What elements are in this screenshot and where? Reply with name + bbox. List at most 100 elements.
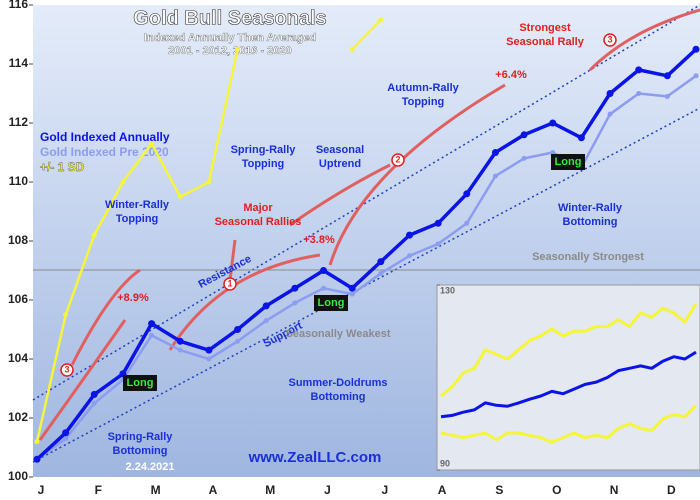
data-point [435, 241, 441, 247]
chart-subtitle: 2001 - 2012, 2016 - 2020 [168, 45, 292, 57]
annotation: Winter-Rally [558, 202, 623, 214]
annotation: 2 [395, 154, 400, 164]
data-point [206, 179, 212, 185]
annotation: www.ZealLLC.com [248, 449, 382, 466]
data-point [235, 338, 241, 344]
data-point [692, 45, 700, 53]
data-point [33, 455, 41, 463]
x-tick-label: J [324, 483, 331, 497]
annotation: Bottoming [113, 445, 168, 457]
data-point [34, 439, 40, 445]
data-point [263, 318, 269, 324]
annotation-circle [603, 33, 617, 47]
annotation-box [123, 375, 157, 391]
support-line [32, 107, 700, 463]
resistance-line [32, 4, 700, 401]
x-tick-label: F [95, 483, 102, 497]
annotation: +3.8% [303, 234, 335, 246]
data-point [521, 155, 527, 161]
annotation: Long [555, 156, 582, 168]
x-tick-label: M [151, 483, 161, 497]
data-point [234, 326, 242, 333]
data-point [463, 190, 471, 198]
data-point [149, 141, 155, 147]
data-point [607, 111, 613, 117]
y-tick-label: 90 [440, 458, 450, 468]
data-point [176, 337, 184, 345]
data-point [292, 300, 298, 306]
x-tick-label: J [381, 483, 388, 497]
series-line [440, 302, 698, 398]
annotation: Topping [242, 158, 285, 170]
data-point [90, 390, 98, 398]
annotation: Long [127, 377, 154, 389]
data-point [693, 73, 699, 79]
series-line [35, 48, 698, 461]
annotation: 1 [227, 278, 232, 288]
data-point [464, 220, 470, 226]
data-point [205, 346, 213, 354]
data-point [206, 356, 212, 362]
chart-subtitle: Indexed Annually Then Averaged [144, 32, 316, 44]
data-point [663, 72, 671, 80]
annotation: 2.24.2021 [126, 461, 175, 473]
annotation-circle [60, 363, 74, 377]
data-point [377, 258, 385, 266]
data-point [434, 219, 442, 227]
data-point [63, 436, 69, 442]
annotation: Long [318, 297, 345, 309]
annotation: Bottoming [563, 216, 618, 228]
legend-entry: Gold Indexed Annually [40, 130, 170, 144]
data-point [636, 91, 642, 96]
x-tick-label: J [38, 483, 45, 497]
x-tick-label: D [667, 483, 676, 497]
data-point [291, 284, 299, 292]
data-point [550, 150, 556, 155]
data-point [378, 17, 384, 23]
chart-title: Gold Bull Seasonals [133, 7, 326, 29]
x-tick-label: A [438, 483, 447, 497]
rally-arrows [38, 8, 700, 441]
annotation: Uptrend [319, 158, 361, 170]
data-point [262, 302, 270, 310]
y-tick-label: 116 [9, 0, 29, 11]
data-point [664, 93, 670, 99]
y-tick-label: 100 [8, 469, 28, 483]
legend-entry: +/- 1 SD [40, 160, 85, 174]
y-tick-label: 106 [8, 292, 28, 306]
legend-entry: Gold Indexed Pre 2020 [40, 145, 169, 159]
data-point [349, 291, 355, 297]
data-point [606, 90, 614, 97]
data-point [635, 66, 643, 74]
annotation: Major [243, 202, 273, 214]
data-point [91, 400, 97, 406]
annotation: Spring-Rally [231, 144, 297, 156]
annotation-circle [223, 277, 237, 291]
y-tick-label: 102 [8, 410, 28, 424]
x-tick-label: M [265, 483, 275, 497]
data-point [491, 149, 499, 156]
annotation: +8.9% [117, 292, 149, 304]
inset-area [436, 284, 700, 471]
data-point [320, 267, 328, 274]
annotation: Topping [116, 213, 159, 225]
x-tick-label: A [209, 483, 218, 497]
y-tick-label: 112 [9, 115, 29, 129]
series-line [35, 18, 382, 442]
annotation: Summer-Doldrums [288, 377, 387, 389]
data-point [520, 131, 528, 139]
x-tick-label: S [495, 483, 503, 497]
data-point [149, 332, 155, 338]
y-tick-label: 114 [9, 56, 29, 70]
y-tick-label: 108 [8, 233, 28, 247]
data-point [63, 312, 69, 318]
annotation: Topping [402, 96, 445, 108]
y-tick-label: 130 [440, 285, 455, 295]
data-point [549, 119, 557, 127]
series-line [440, 350, 697, 419]
data-point [177, 347, 183, 353]
annotation: Seasonal Rally [506, 36, 585, 48]
annotation: Bottoming [311, 391, 366, 403]
